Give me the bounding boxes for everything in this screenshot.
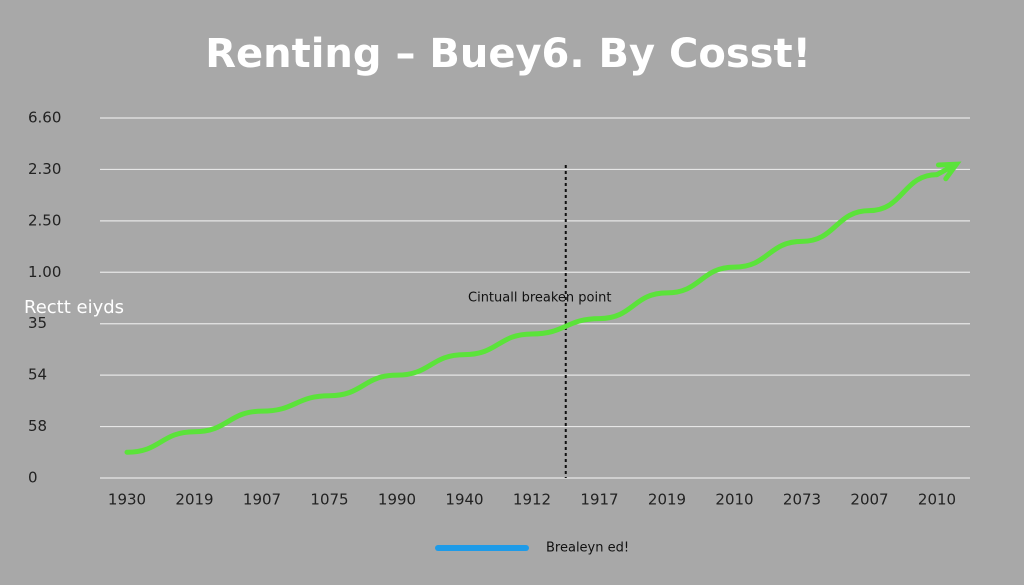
- y-tick-label: 0: [28, 469, 38, 487]
- y-tick-label: 35: [28, 314, 47, 332]
- y-tick-label: 1.00: [28, 263, 61, 281]
- y-tick-label: 6.60: [28, 109, 61, 127]
- x-tick-label: 2010: [918, 491, 956, 509]
- annotation: Cintuall breaken point: [468, 291, 611, 306]
- y-tick-label: 54: [28, 366, 47, 384]
- x-tick-label: 1075: [310, 491, 348, 509]
- x-tick-label: 1940: [445, 491, 483, 509]
- y-tick-label: 2.50: [28, 211, 61, 229]
- x-tick-label: 1912: [513, 491, 551, 509]
- x-tick-label: 1990: [378, 491, 416, 509]
- x-tick-label: 1907: [243, 491, 281, 509]
- legend-label: Brealeyn ed!: [546, 541, 629, 556]
- x-tick-label: 2010: [715, 491, 753, 509]
- x-tick-label: 1930: [108, 491, 146, 509]
- line-series: [124, 172, 940, 455]
- chart-title: Renting – Buey6. By Cosst!: [205, 31, 811, 77]
- x-tick-label: 2007: [850, 491, 888, 509]
- x-tick-label: 2019: [648, 491, 686, 509]
- y-axis-label: Rectt eiyds: [24, 297, 124, 318]
- x-tick-label: 2073: [783, 491, 821, 509]
- arrow-head: [934, 161, 962, 182]
- x-tick-label: 1917: [580, 491, 618, 509]
- y-tick-label: 2.30: [28, 160, 61, 178]
- y-tick-label: 58: [28, 417, 47, 435]
- x-tick-label: 2019: [175, 491, 213, 509]
